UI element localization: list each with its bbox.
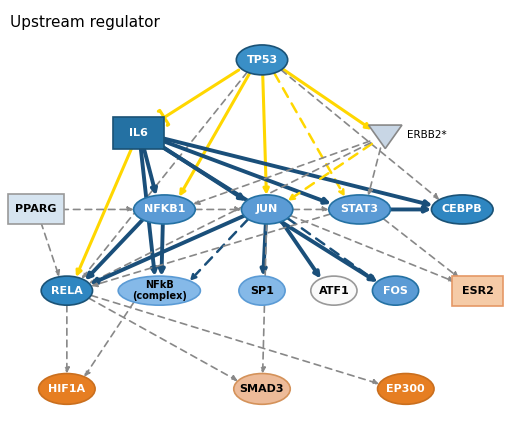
Ellipse shape [239,276,285,305]
Ellipse shape [39,374,95,404]
Ellipse shape [242,195,293,224]
Ellipse shape [373,276,419,305]
Text: IL6: IL6 [129,128,148,137]
Text: ATF1: ATF1 [319,286,350,296]
Text: SP1: SP1 [250,286,274,296]
Text: HIF1A: HIF1A [48,384,85,394]
Text: PPARG: PPARG [15,204,57,215]
Text: ESR2: ESR2 [462,286,494,296]
Text: NFKB1: NFKB1 [144,204,185,215]
Text: FOS: FOS [383,286,408,296]
FancyBboxPatch shape [452,276,504,306]
Ellipse shape [236,45,288,75]
Text: TP53: TP53 [246,55,278,65]
Text: EP300: EP300 [387,384,425,394]
Text: ERBB2*: ERBB2* [407,129,446,140]
Ellipse shape [431,195,493,224]
Text: CEBPB: CEBPB [442,204,483,215]
Ellipse shape [134,195,195,224]
Text: RELA: RELA [51,286,83,296]
Text: JUN: JUN [256,204,278,215]
Ellipse shape [377,374,434,404]
Text: Upstream regulator: Upstream regulator [10,15,160,30]
Text: STAT3: STAT3 [341,204,378,215]
FancyBboxPatch shape [8,194,64,225]
Ellipse shape [41,276,93,305]
Polygon shape [368,125,402,149]
Ellipse shape [234,374,290,404]
Ellipse shape [329,195,390,224]
Text: SMAD3: SMAD3 [240,384,284,394]
Text: NFkB
(complex): NFkB (complex) [132,280,187,301]
Ellipse shape [118,276,200,305]
Ellipse shape [311,276,357,305]
FancyBboxPatch shape [113,116,165,149]
